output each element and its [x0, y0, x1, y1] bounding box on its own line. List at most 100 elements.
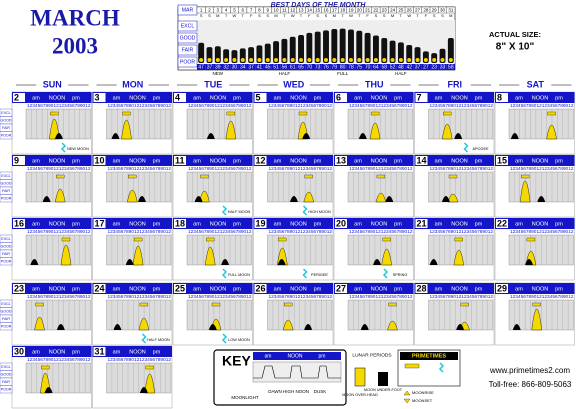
am-label: am [32, 95, 40, 101]
key-label: DUSK [314, 389, 327, 394]
noon-label: NOON [371, 286, 388, 292]
day-number-box [335, 284, 347, 293]
rating-label: EXCL [181, 23, 195, 29]
day-number-box [13, 156, 25, 165]
day-header [253, 283, 333, 294]
pm-label: pm [153, 95, 161, 101]
website[interactable]: www.primetimes2.com [489, 366, 570, 375]
activity-peak [360, 324, 369, 330]
activity-peak [277, 259, 286, 265]
primetime-bar [532, 302, 541, 307]
day-number: 13 [299, 7, 305, 12]
value-box [205, 64, 214, 70]
day-note: LOW MOON [228, 338, 250, 342]
day-number-box [93, 156, 106, 165]
value-box [330, 64, 339, 70]
noon-label: NOON [451, 286, 468, 292]
day-header [12, 346, 92, 357]
value-label: 45 [265, 65, 271, 71]
moon-dot [232, 58, 237, 62]
day-number: 7 [417, 92, 422, 102]
day-number: 4 [175, 92, 180, 102]
moon-dot [324, 58, 328, 62]
day-number: 5 [233, 7, 236, 12]
weekday-letter: S [316, 13, 319, 18]
bar [339, 28, 346, 64]
phone: Toll-free: 866-809-5063 [489, 380, 572, 389]
am-label: am [32, 158, 40, 164]
primetime-bar [122, 111, 131, 116]
hour-digits: 123456789012123456789012 [27, 357, 91, 362]
day-number: 28 [423, 7, 429, 12]
day-number: 24 [95, 283, 105, 293]
value-box [405, 64, 414, 70]
activity-peak [524, 259, 533, 265]
weekday-letter: T [400, 13, 403, 18]
am-label: am [113, 286, 121, 292]
day-number-box [415, 284, 428, 293]
weekday-header: WED [283, 79, 304, 89]
moon-dot [257, 58, 262, 62]
value-box [355, 64, 364, 70]
moonrise-icon [403, 390, 411, 396]
noon-label: NOON [210, 221, 227, 227]
value-box [338, 64, 347, 70]
am-label: am [354, 221, 362, 227]
month-title: MARCH [30, 5, 120, 30]
noon-label: NOON [532, 158, 549, 164]
moon-dot [382, 58, 387, 62]
key-title: KEY [222, 353, 251, 369]
activity-peak [289, 196, 298, 202]
am-label: am [32, 286, 40, 292]
row-rating-label: GOOD [1, 244, 12, 248]
value-label: 75 [357, 65, 363, 71]
day-number: 19 [348, 7, 354, 12]
value-label: 33 [440, 65, 446, 71]
primetime-bar [50, 111, 59, 116]
day-number: 25 [398, 7, 404, 12]
row-rating-label: POOR [1, 196, 12, 200]
year-title: 2003 [52, 33, 98, 58]
value-box [371, 64, 381, 70]
primetime-bar [139, 302, 149, 307]
am-label: am [435, 221, 443, 227]
noon-label: NOON [371, 221, 388, 227]
pm-label: pm [314, 158, 322, 164]
activity-peak [42, 196, 51, 202]
row-rating-label: GOOD [1, 181, 12, 185]
value-label: 37 [207, 65, 213, 71]
activity-peak [44, 387, 53, 393]
value-box [438, 64, 447, 70]
day-number: 5 [256, 92, 261, 102]
weekday-letter: T [242, 13, 245, 18]
key-label: MOONLIGHT [231, 395, 259, 400]
day-number: 18 [175, 218, 185, 228]
am-label: am [515, 158, 523, 164]
key-header-label: NOON [288, 353, 303, 359]
am-label: am [113, 349, 121, 355]
activity-peak [144, 373, 155, 394]
key-header-label: am [265, 353, 272, 359]
day-number: 9 [14, 155, 19, 165]
activity-peak [441, 123, 453, 140]
value-label: 41 [257, 65, 263, 71]
day-number: 15 [315, 7, 321, 12]
row-rating-label: EXCL [1, 111, 10, 115]
activity-peak [113, 324, 122, 330]
noon-label: NOON [49, 158, 66, 164]
value-box [213, 64, 222, 70]
day-number: 27 [336, 283, 346, 293]
day-number-box [13, 347, 25, 356]
rating-label: GOOD [180, 35, 196, 41]
value-box [313, 64, 322, 70]
value-box [296, 64, 306, 70]
am-label: am [193, 158, 201, 164]
noon-label: NOON [129, 349, 146, 355]
weekday-header: FRI [448, 79, 463, 89]
activity-peak [387, 320, 398, 331]
activity-peak [358, 133, 367, 139]
bar [389, 40, 396, 63]
am-label: am [274, 158, 282, 164]
day-box [446, 6, 456, 14]
day-note: NEW MOON [67, 147, 89, 151]
